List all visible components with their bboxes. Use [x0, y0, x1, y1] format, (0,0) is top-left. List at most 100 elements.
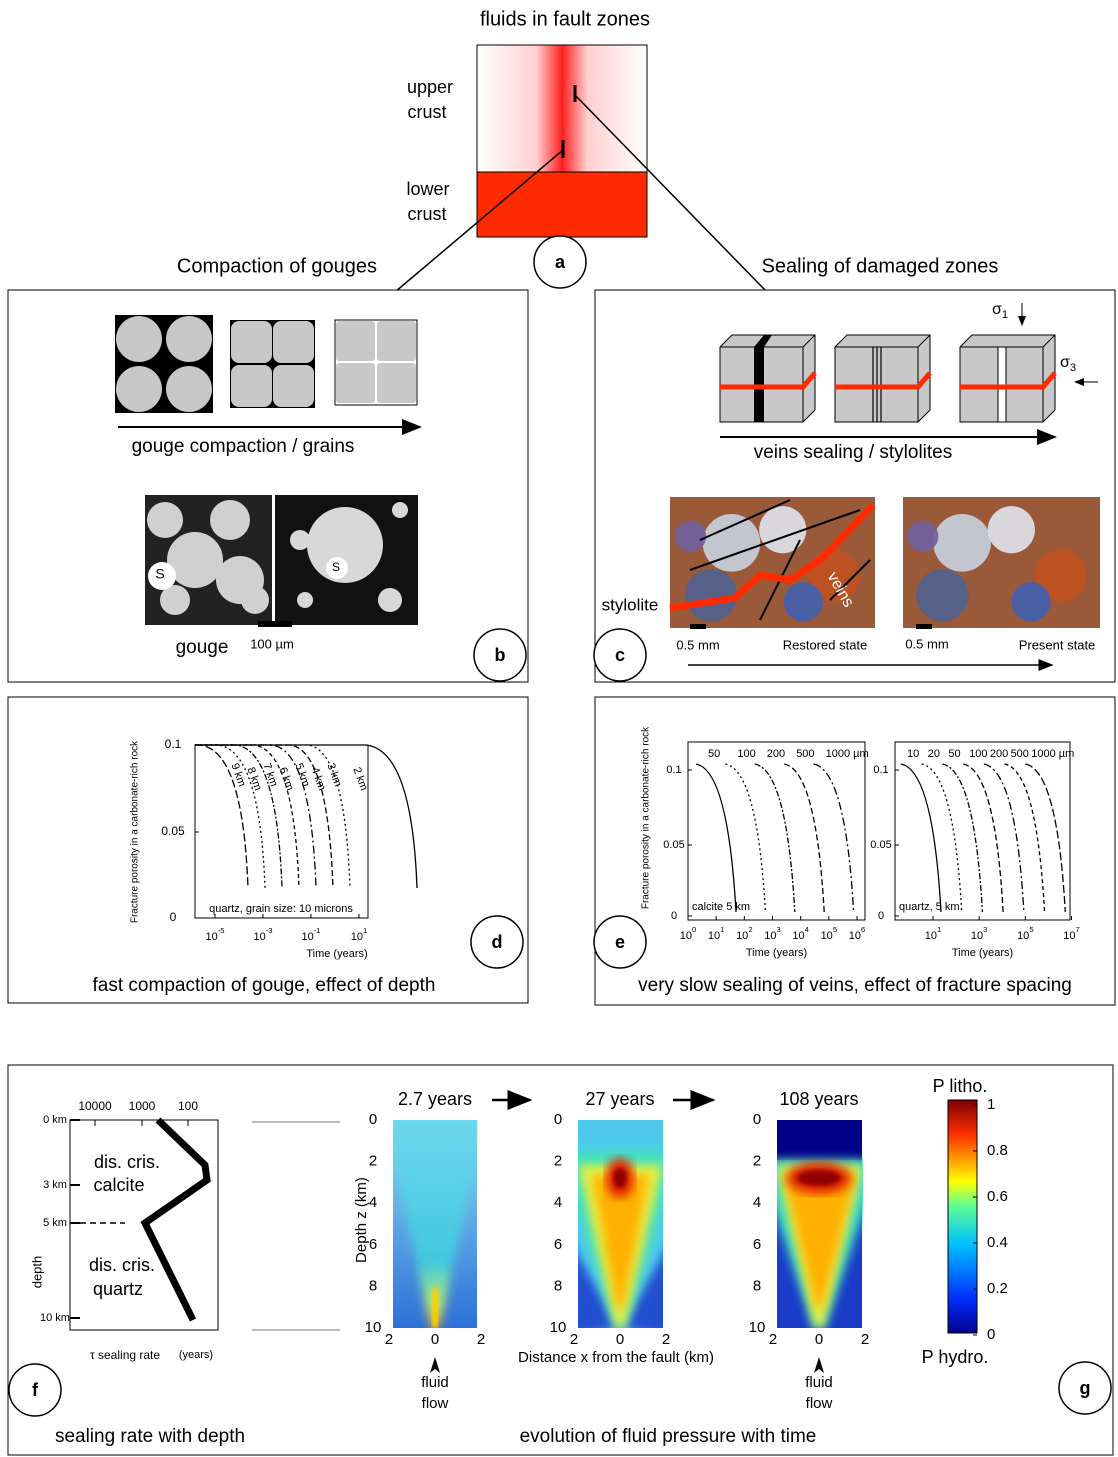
label: fluid: [805, 1374, 833, 1391]
grain: [231, 365, 272, 407]
grain: [273, 365, 314, 407]
tick-label: 4: [369, 1194, 377, 1211]
tick-label: 5 km: [43, 1217, 67, 1229]
crystal: [933, 514, 991, 572]
label: crust: [407, 102, 446, 122]
time-label: 27 years: [585, 1089, 654, 1109]
tick-label: 0.1: [873, 764, 888, 776]
tick-label: -3: [266, 926, 273, 935]
tick-label: 0: [815, 1331, 823, 1348]
label: upper: [407, 77, 453, 97]
tick-label: -1: [314, 926, 321, 935]
axis-label: Fracture porosity in a carbonate-rich ro…: [130, 740, 141, 923]
colorbar: [948, 1100, 977, 1333]
crystal: [916, 569, 968, 621]
curve-label: 200: [767, 748, 785, 760]
tick-label: 10: [205, 931, 217, 943]
tick-label: 5: [833, 925, 837, 934]
tick-label: 1: [937, 925, 941, 934]
tick-label: 10: [971, 930, 983, 942]
label: dis. cris.: [94, 1152, 160, 1172]
tick-label: 10: [365, 1319, 382, 1336]
tick-label: 5: [1029, 925, 1033, 934]
tick-label: 10: [764, 930, 776, 942]
tick-label: 0 km: [43, 1114, 67, 1126]
tick-label: 1: [987, 1096, 995, 1113]
tick-label: 7: [1075, 925, 1079, 934]
label: 0.5 mm: [905, 636, 948, 651]
panel-letter: a: [555, 252, 566, 272]
tick-label: 10: [253, 931, 265, 943]
crystal: [988, 506, 1035, 553]
label: flow: [422, 1395, 449, 1412]
tick-label: 0.05: [161, 824, 185, 838]
tick-label: 2: [385, 1331, 393, 1348]
tick-label: 0.1: [666, 764, 681, 776]
axis-label: depth: [29, 1256, 44, 1289]
curve-label: 500: [796, 748, 814, 760]
shape: [960, 335, 1055, 422]
tick-label: 4: [554, 1194, 562, 1211]
curve-label: 10: [907, 748, 919, 760]
tick-label: 3: [983, 925, 987, 934]
tick-label: 10: [749, 1319, 766, 1336]
curve-label: 100: [969, 748, 987, 760]
grain: [166, 366, 212, 412]
tick-label: 1000: [129, 1099, 156, 1113]
tick-label: 8: [554, 1277, 562, 1294]
grain: [166, 316, 212, 362]
label: calcite: [93, 1175, 144, 1195]
tick-label: 2: [570, 1331, 578, 1348]
grain: [392, 502, 408, 518]
tick-label: 3 km: [43, 1179, 67, 1191]
tick-label: 100: [178, 1099, 198, 1113]
label: quartz, grain size: 10 microns: [209, 903, 353, 915]
tick-label: 2: [769, 1331, 777, 1348]
figure: fluids in fault zonesuppercrustlowercrus…: [0, 0, 1118, 1457]
curve-label: 500: [1011, 748, 1029, 760]
caption: sealing rate with depth: [55, 1426, 245, 1447]
caption: evolution of fluid pressure with time: [520, 1426, 817, 1447]
label: dis. cris.: [89, 1255, 155, 1275]
time-label: 108 years: [779, 1089, 858, 1109]
grain: [377, 363, 416, 403]
grain: [378, 588, 402, 612]
pressure-field: [432, 1288, 438, 1328]
grain: [241, 586, 269, 614]
tick-label: 10: [351, 931, 363, 943]
tick-label: 10: [849, 930, 861, 942]
label: S: [332, 560, 340, 574]
axis-label: Depth z (km): [353, 1177, 370, 1263]
grain: [210, 500, 250, 540]
curve-label: 1000 µm: [1031, 748, 1074, 760]
caption: very slow sealing of veins, effect of fr…: [638, 975, 1072, 996]
panel-letter: f: [32, 1380, 39, 1400]
grain: [147, 502, 183, 538]
label: crust: [407, 204, 446, 224]
crystal: [675, 521, 706, 552]
label: stylolite: [602, 595, 659, 614]
label: quartz, 5 km: [899, 901, 960, 913]
tick-label: 0.1: [165, 737, 182, 751]
tick-label: 2: [753, 1153, 761, 1170]
curve-label: 50: [948, 748, 960, 760]
tick-label: 10: [550, 1319, 567, 1336]
caption: fast compaction of gouge, effect of dept…: [93, 975, 436, 996]
tick-label: 6: [554, 1236, 562, 1253]
tick-label: 6: [369, 1236, 377, 1253]
tick-label: -5: [218, 926, 225, 935]
scale-bar: [916, 624, 932, 629]
pressure-peak: [797, 1170, 841, 1186]
tick-label: 0.05: [663, 839, 684, 851]
axis-label: (years): [179, 1349, 213, 1361]
crystal: [907, 521, 938, 552]
tick-label: 10: [680, 930, 692, 942]
grain: [116, 366, 162, 412]
crystal: [1011, 582, 1050, 621]
panel-letter: c: [615, 645, 625, 665]
tick-label: 0: [431, 1331, 439, 1348]
panel-title: Sealing of damaged zones: [762, 255, 999, 277]
tick-label: 6: [861, 925, 865, 934]
label: veins sealing / stylolites: [754, 442, 953, 463]
panel-title: fluids in fault zones: [480, 8, 650, 30]
